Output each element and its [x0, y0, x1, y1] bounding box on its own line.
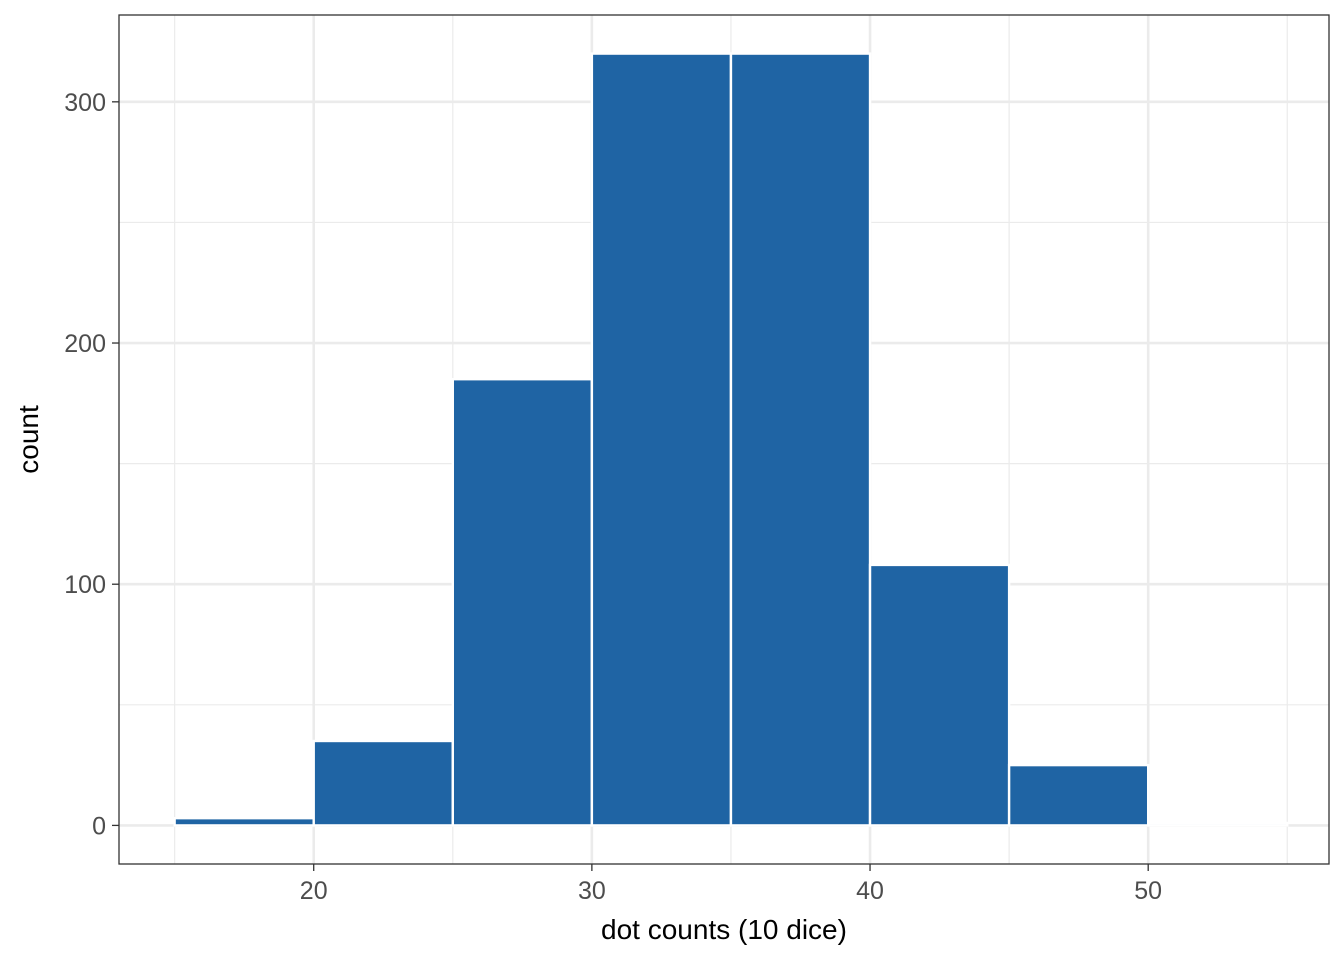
y-tick-label: 300	[64, 89, 106, 117]
x-tick-label: 50	[1134, 877, 1162, 905]
y-tick-label: 200	[64, 330, 106, 358]
histogram-bar-6	[868, 563, 1011, 827]
histogram-bar-7	[1007, 763, 1150, 827]
histogram-bar-1	[173, 816, 315, 827]
histogram-bar-4	[590, 52, 733, 827]
x-tick-label: 40	[856, 877, 884, 905]
histogram-bars	[173, 52, 1289, 827]
axis-ticks: 20 30 40 50 0 100 200 300	[64, 89, 1162, 905]
histogram-bar-5	[729, 52, 872, 827]
x-tick-label: 20	[300, 877, 328, 905]
histogram-bar-3	[451, 378, 594, 827]
panel-border	[118, 14, 1330, 865]
histogram-bar-8	[1146, 821, 1289, 827]
x-tick-label: 30	[578, 877, 606, 905]
y-tick-label: 100	[64, 571, 106, 599]
y-tick-label: 0	[92, 812, 106, 840]
y-axis-title: count	[13, 405, 44, 474]
x-axis-title: dot counts (10 dice)	[601, 914, 847, 945]
histogram-bar-2	[312, 739, 454, 827]
